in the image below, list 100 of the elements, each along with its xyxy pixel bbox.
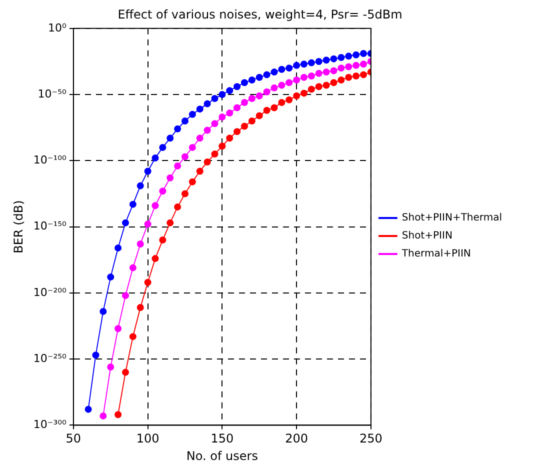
point: [174, 125, 182, 132]
point: [226, 134, 234, 142]
point: [240, 122, 248, 130]
point: [256, 74, 263, 81]
point: [345, 52, 352, 60]
point: [174, 203, 182, 210]
point: [107, 274, 114, 281]
point: [136, 182, 144, 190]
point: [300, 74, 308, 81]
point: [122, 219, 129, 226]
point: [144, 278, 152, 286]
point: [218, 142, 226, 150]
point: [263, 71, 270, 78]
point: [211, 150, 218, 158]
point: [315, 83, 322, 90]
point: [136, 240, 144, 248]
point: [360, 71, 367, 78]
point: [100, 412, 107, 420]
point: [338, 76, 345, 84]
point: [308, 86, 315, 93]
point: [308, 72, 315, 80]
point: [240, 79, 248, 86]
point: [360, 50, 367, 58]
point: [196, 168, 204, 175]
y-tick-label: 10⁻³⁰⁰: [33, 418, 68, 432]
point: [338, 54, 345, 61]
point: [263, 88, 270, 96]
point: [114, 244, 122, 252]
point: [322, 68, 330, 76]
point: [226, 87, 234, 94]
point: [122, 368, 129, 376]
point: [211, 95, 218, 102]
legend-label: Thermal+PIIN: [400, 248, 471, 260]
point: [129, 333, 136, 340]
point: [315, 58, 322, 65]
point: [204, 158, 211, 166]
point: [286, 64, 293, 72]
point: [100, 308, 107, 315]
y-tick-label: 10⁻¹⁰⁰: [33, 154, 68, 167]
point: [114, 325, 122, 332]
point: [152, 154, 159, 162]
point: [278, 82, 286, 89]
point: [300, 60, 308, 68]
x-tick-label: 250: [359, 432, 382, 446]
point: [174, 162, 182, 170]
point: [204, 126, 211, 134]
point: [84, 406, 92, 413]
point: [218, 114, 226, 121]
point: [136, 304, 144, 311]
point: [240, 98, 248, 106]
legend-label: Shot+PIIN: [402, 230, 452, 242]
point: [256, 92, 263, 100]
y-axis-title: BER (dB): [11, 200, 26, 254]
point: [278, 66, 286, 73]
point: [308, 59, 315, 66]
point: [286, 79, 293, 86]
point: [196, 106, 204, 113]
point: [352, 72, 360, 80]
point: [248, 117, 256, 124]
point: [330, 55, 338, 62]
point: [293, 76, 300, 84]
point: [270, 104, 278, 112]
point: [159, 144, 166, 151]
point: [330, 79, 338, 86]
y-tick-label: 10⁰: [48, 21, 68, 34]
point: [352, 51, 360, 58]
point: [92, 352, 100, 359]
x-tick-label: 100: [136, 432, 160, 446]
x-tick-label: 150: [210, 432, 234, 446]
point: [256, 112, 263, 120]
point: [188, 178, 196, 186]
point: [315, 70, 322, 77]
point: [188, 110, 196, 118]
point: [166, 134, 174, 142]
point: [300, 90, 308, 97]
point: [345, 74, 352, 81]
point: [204, 100, 211, 108]
point: [129, 200, 136, 208]
point: [330, 67, 338, 74]
point: [129, 264, 136, 272]
point: [360, 60, 367, 68]
point: [218, 91, 226, 98]
point: [159, 236, 166, 244]
point: [234, 104, 241, 112]
point: [338, 64, 345, 72]
point: [345, 63, 352, 70]
point: [234, 83, 241, 90]
point: [144, 220, 152, 228]
point: [122, 292, 129, 300]
y-tick-label: 10⁻²⁰⁰: [33, 286, 68, 299]
point: [286, 96, 293, 104]
point: [107, 364, 114, 371]
point: [181, 153, 188, 160]
point: [181, 117, 188, 124]
point: [322, 82, 330, 89]
y-tick-label: 10⁻⁵⁰: [38, 87, 68, 100]
y-tick-label: 10⁻²⁵⁰: [33, 352, 68, 365]
x-tick-label: 200: [285, 432, 308, 446]
legend-label: Shot+PIIN+Thermal: [402, 212, 502, 224]
point: [159, 188, 166, 195]
